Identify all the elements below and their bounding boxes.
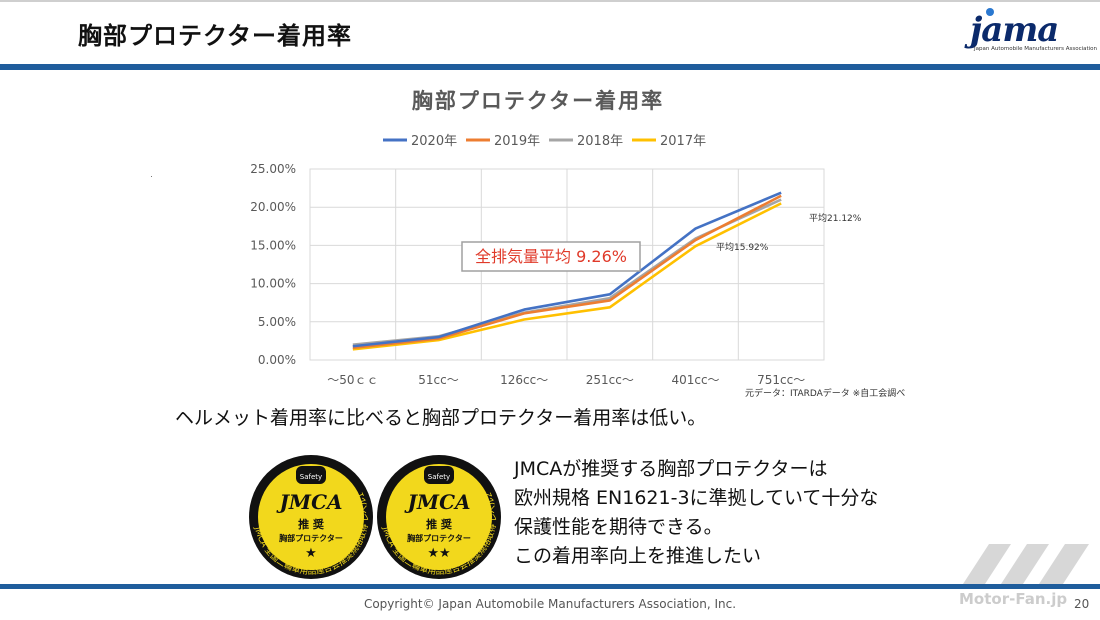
badge-logo-text: JMCA (403, 490, 470, 514)
recommendation-line: JMCAが推奨する胸部プロテクターは (514, 458, 828, 480)
y-tick-label: 0.00% (258, 353, 296, 367)
recommendation-line: この着用率向上を推進したい (514, 545, 762, 567)
jama-logo-subtitle: Japan Automobile Manufacturers Associati… (974, 46, 1098, 52)
series-line-2020年 (352, 191, 782, 348)
y-tick-label: 15.00% (250, 238, 296, 252)
chart-lines (352, 191, 782, 351)
y-tick-label: 25.00% (250, 162, 296, 176)
statement-text: ヘルメット着用率に比べると胸部プロテクター着用率は低い。 (175, 407, 707, 429)
header-bar (0, 64, 1100, 70)
badge-safety-text: Safety (300, 473, 322, 481)
y-tick-label: 20.00% (250, 200, 296, 214)
badge-line2: 胸部プロテクター (407, 533, 471, 543)
y-axis: 0.00% 5.00% 10.00% 15.00% 20.00% 25.00% (250, 162, 296, 367)
legend-label: 2017年 (660, 134, 706, 149)
x-tick-label: 51cc～ (418, 373, 458, 387)
badge-face (386, 464, 492, 570)
jmca-badge-level2: JMCA 全国二輪車用品連合会推奨規格取得 レベル2 Safety JMCA 推… (377, 455, 501, 579)
slide-title: 胸部プロテクター着用率 (78, 22, 353, 50)
line-chart: 胸部プロテクター着用率 2020年 2019年 2018年 2017年 0.00% 5.… (250, 89, 905, 399)
series-line-2017年 (352, 202, 782, 351)
x-tick-label: ～50ｃｃ (327, 373, 378, 387)
average-401-label: 平均15.92% (716, 241, 769, 253)
chart-legend: 2020年 2019年 2018年 2017年 (383, 134, 706, 149)
y-tick-label: 5.00% (258, 315, 296, 329)
watermark-logo-shape (963, 544, 1011, 584)
badge-safety-text: Safety (428, 473, 450, 481)
motor-fan-watermark: Motor-Fan.jp (959, 544, 1089, 608)
badge-logo-text: JMCA (275, 490, 342, 514)
watermark-text: Motor-Fan.jp (959, 590, 1067, 608)
watermark-logo-shape (1001, 544, 1049, 584)
badge-stars: ★ (305, 546, 317, 561)
legend-label: 2020年 (411, 134, 457, 149)
overall-average-label: 全排気量平均 9.26% (475, 247, 627, 266)
series-line-2019年 (352, 194, 782, 350)
helmet-icon (296, 466, 326, 484)
page-number: 20 (1074, 597, 1090, 611)
x-tick-label: 126cc～ (500, 373, 548, 387)
source-note: 元データ：ITARDAデータ ※自工会調べ (745, 387, 905, 399)
chart-grid (309, 168, 825, 361)
recommendation-text: JMCAが推奨する胸部プロテクターは 欧州規格 EN1621-3に準拠していて十… (514, 455, 878, 571)
watermark-logo-shape (1039, 544, 1089, 584)
x-axis: ～50ｃｃ 51cc～ 126cc～ 251cc～ 401cc～ 751cc～ (327, 373, 805, 387)
x-tick-label: 401cc～ (671, 373, 719, 387)
recommendation-line: 保護性能を期待できる。 (514, 516, 723, 538)
x-tick-label: 251cc～ (586, 373, 634, 387)
jama-logo: jama Japan Automobile Manufacturers Asso… (962, 6, 1097, 56)
chart-annotations: 全排気量平均 9.26% 平均15.92% 平均21.12% 元データ：ITARDAデ… (461, 212, 905, 399)
recommendation-line: 欧州規格 EN1621-3に準拠していて十分な (514, 487, 879, 509)
x-tick-label: 751cc～ (757, 373, 805, 387)
jama-logo-dot (986, 8, 994, 16)
badge-stars: ★★ (427, 546, 450, 561)
legend-label: 2018年 (577, 134, 623, 149)
badge-line1: 推 奨 (298, 517, 325, 531)
average-751-label: 平均21.12% (809, 212, 862, 224)
stray-dot (151, 176, 152, 177)
average-callout-box (461, 241, 641, 272)
badge-line1: 推 奨 (426, 517, 453, 531)
jmca-badge-level1: JMCA 全国二輪車用品連合会推奨規格取得 レベル1 Safety JMCA 推… (249, 455, 373, 579)
badge-line2: 胸部プロテクター (279, 533, 343, 543)
footer-bar (0, 584, 1100, 589)
top-rule (0, 0, 1100, 2)
badge-face (258, 464, 364, 570)
legend-label: 2019年 (494, 134, 540, 149)
helmet-icon (424, 466, 454, 484)
copyright-text: Copyright© Japan Automobile Manufacturer… (363, 597, 737, 611)
chart-title: 胸部プロテクター着用率 (412, 89, 664, 113)
jama-logo-text: jama (970, 10, 1059, 50)
y-tick-label: 10.00% (250, 277, 296, 291)
